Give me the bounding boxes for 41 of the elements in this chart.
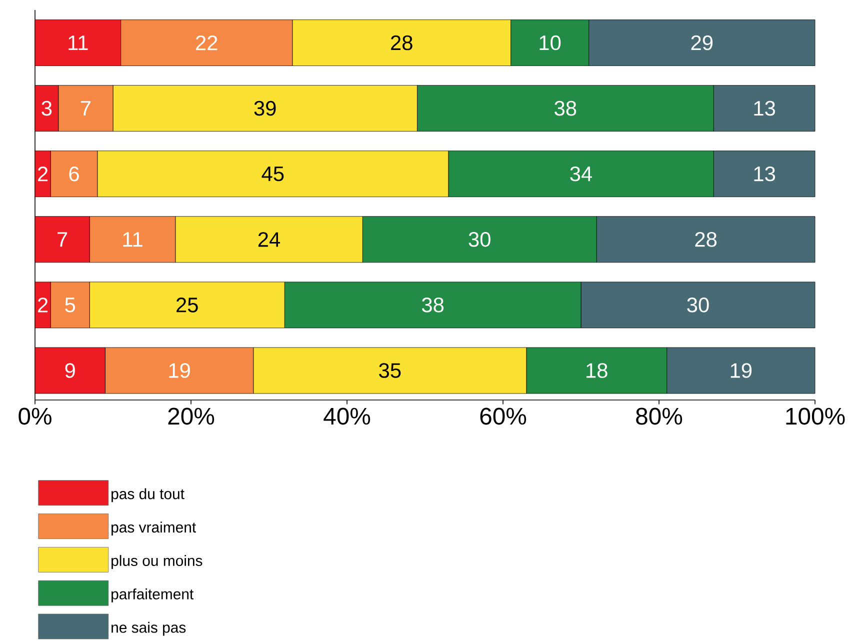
x-tick-label: 0% [18,408,52,425]
legend-label: plus ou moins [112,555,202,569]
legend-label: pas du tout [112,488,184,502]
data-label: 35 [379,363,401,378]
data-label: 2 [38,166,48,182]
data-label: 28 [391,35,412,50]
data-label: 2 [38,298,48,312]
data-label: 25 [176,298,198,312]
legend-label: ne sais pas [112,622,186,636]
x-tick-label: 80% [636,408,682,425]
data-label: 13 [754,100,776,116]
data-label: 22 [196,35,218,50]
data-label: 38 [554,100,576,116]
legend-label: pas vraiment [112,522,196,536]
data-label: 45 [262,166,284,182]
data-label: 18 [586,363,608,378]
data-label: 34 [570,166,592,182]
data-label: 6 [69,166,79,182]
x-tick-label: 60% [480,408,526,425]
data-label: 28 [695,232,717,247]
data-label: 10 [540,35,561,50]
x-tick-label: 20% [168,408,214,425]
data-label: 39 [254,100,276,116]
data-label: 19 [169,363,190,378]
data-label: 30 [468,232,490,247]
data-label: 29 [691,35,713,50]
x-tick-label: 40% [324,408,370,425]
data-label: 3 [42,100,52,116]
data-label: 24 [258,232,280,247]
x-tick-label: 100% [786,408,845,425]
data-label: 11 [68,36,88,50]
data-label: 5 [65,298,76,312]
data-label: 7 [80,101,90,116]
data-label: 7 [58,232,68,247]
data-label: 13 [754,166,776,182]
data-label: 38 [422,298,444,312]
data-label: 30 [687,298,709,312]
data-label: 11 [123,232,142,247]
data-label: 19 [730,363,752,378]
data-label: 9 [65,363,75,378]
legend-label: parfaitement [112,588,194,602]
